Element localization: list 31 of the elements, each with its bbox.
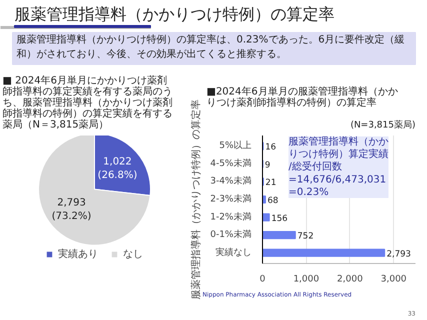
data-label: 752 — [297, 232, 314, 242]
x-tick-label: 3,000 — [380, 274, 407, 284]
data-label: 21 — [265, 178, 276, 188]
x-tick-label: 0 — [260, 274, 266, 284]
text: ■ 2024年6月単月にかかりつけ薬剤師指導料の算定実績を有する薬局のうち、服薬管理指導料（かかりつけ薬剤師指導料の特例）の算定実績を有する薬局（N＝3,815薬局） — [2, 74, 172, 130]
annotation: =14,676/6,473,031 — [288, 174, 386, 186]
y-tick-label: 1-2%未満 — [210, 211, 252, 222]
x-tick-label: 1,000 — [293, 274, 320, 284]
data-label: 2,793 (73.2%) — [52, 198, 92, 222]
x-tick-label: 2,000 — [337, 274, 364, 284]
legend-label: 実績あり — [58, 248, 98, 261]
data-label: 16 — [265, 142, 276, 153]
y-axis-title: 服薬管理指導料（かかりつけ特例）の算定率 — [14, 4, 334, 24]
data-label: 156 — [271, 214, 288, 224]
annotation: 服薬管理指導料（かかりつけ特例）算定実績/総受付回数 — [288, 135, 389, 173]
text: 服薬管理指導料（かかりつけ特例）の算定率は、0.23%であった。6月に要件改定（緩和）がされており、今後、その効果が出てくると推察する。 — [16, 34, 405, 60]
chart-title: ■2024年6月単月の服薬管理指導料（かかりつけ薬剤師指導料の特例）の算定率 — [206, 86, 398, 108]
y-tick-label: 5%以上 — [219, 140, 252, 152]
text: (N=3,815薬局) — [350, 120, 416, 130]
y-tick-label: 2-3%未満 — [210, 194, 252, 204]
annotation: =0.23% — [288, 186, 329, 198]
data-label: 68 — [267, 196, 278, 206]
text: 服薬管理指導料（かかりつけ特例）の算定率 — [190, 100, 202, 300]
data-label: 1,022 (26.8%) — [98, 156, 138, 181]
data-label: 9 — [264, 160, 270, 170]
y-tick-label: 実績なし — [216, 246, 252, 258]
data-label: 2,793 — [386, 249, 411, 260]
y-tick-label: 0-1%未満 — [210, 229, 252, 240]
y-tick-label: 4-5%未満 — [210, 158, 252, 169]
y-tick-label: 3-4%未満 — [210, 176, 252, 187]
legend-label: なし — [123, 248, 143, 261]
